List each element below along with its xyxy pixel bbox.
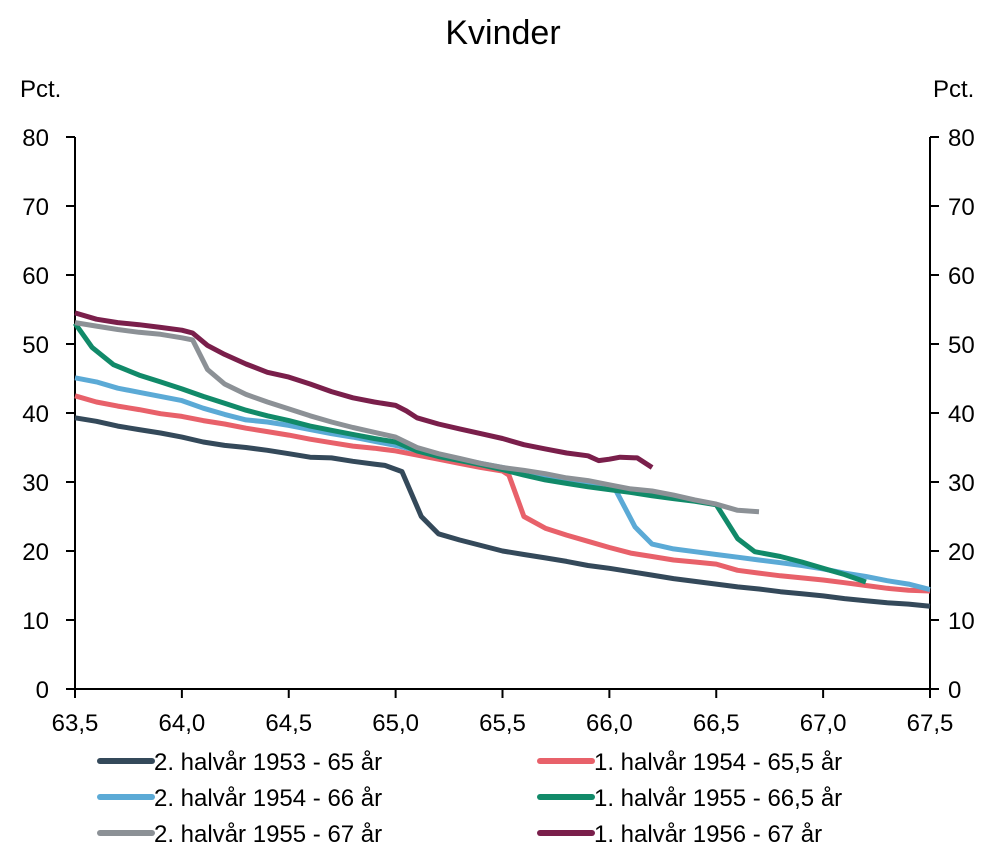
y-axis-unit-right: Pct.	[933, 76, 974, 103]
y-tick-label-left: 50	[22, 332, 49, 359]
x-tick-label: 64,0	[159, 710, 206, 737]
y-tick-label-left: 60	[22, 263, 49, 290]
series-line-5	[74, 320, 760, 515]
y-tick-label-right: 0	[948, 677, 961, 704]
axes: 0 0 10 10 20 20 30 30 40 40 50 50 60 60 70 70 80 80 63,5 64…	[22, 125, 974, 737]
y-tick-label-right: 30	[948, 470, 975, 497]
x-tick-label: 65,5	[479, 710, 526, 737]
series-line-3	[74, 375, 931, 593]
y-tick-label-left: 20	[22, 539, 49, 566]
legend-label-1: 2. halvår 1953 - 65 år	[154, 749, 382, 776]
legend-label-2: 1. halvår 1954 - 65,5 år	[594, 749, 842, 776]
legend-label-4: 1. halvår 1955 - 66,5 år	[594, 785, 842, 812]
y-tick-label-right: 10	[948, 608, 975, 635]
y-tick-label-left: 40	[22, 401, 49, 428]
series-line-6	[74, 310, 654, 470]
y-tick-label-right: 80	[948, 125, 975, 152]
y-axis-unit-left: Pct.	[20, 76, 61, 103]
y-tick-label-right: 70	[948, 194, 975, 221]
y-tick-label-right: 50	[948, 332, 975, 359]
y-tick-label-left: 30	[22, 470, 49, 497]
series-line-2	[74, 393, 931, 594]
y-tick-label-left: 0	[36, 677, 49, 704]
x-tick-label: 66,0	[586, 710, 633, 737]
legend-label-3: 2. halvår 1954 - 66 år	[154, 785, 382, 812]
chart-title: Kvinder	[445, 14, 560, 52]
x-tick-label: 67,5	[907, 710, 954, 737]
y-tick-label-right: 60	[948, 263, 975, 290]
x-tick-label: 64,5	[265, 710, 312, 737]
series-layer	[72, 310, 931, 609]
series-line-1	[74, 415, 931, 609]
x-tick-label: 63,5	[52, 710, 99, 737]
legend-label-6: 1. halvår 1956 - 67 år	[594, 821, 822, 848]
y-tick-label-left: 80	[22, 125, 49, 152]
legend: 2. halvår 1953 - 65 år 1. halvår 1954 - 6…	[97, 749, 842, 848]
y-tick-label-right: 40	[948, 401, 975, 428]
y-tick-label-right: 20	[948, 539, 975, 566]
x-tick-label: 65,0	[372, 710, 419, 737]
x-tick-label: 67,0	[800, 710, 847, 737]
y-tick-label-left: 70	[22, 194, 49, 221]
legend-label-5: 2. halvår 1955 - 67 år	[154, 821, 382, 848]
y-tick-label-left: 10	[22, 608, 49, 635]
x-tick-label: 66,5	[693, 710, 740, 737]
